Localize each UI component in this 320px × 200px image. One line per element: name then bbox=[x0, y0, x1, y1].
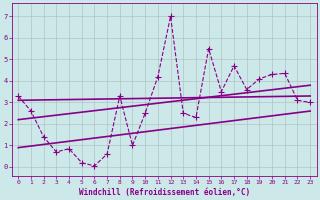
X-axis label: Windchill (Refroidissement éolien,°C): Windchill (Refroidissement éolien,°C) bbox=[79, 188, 250, 197]
